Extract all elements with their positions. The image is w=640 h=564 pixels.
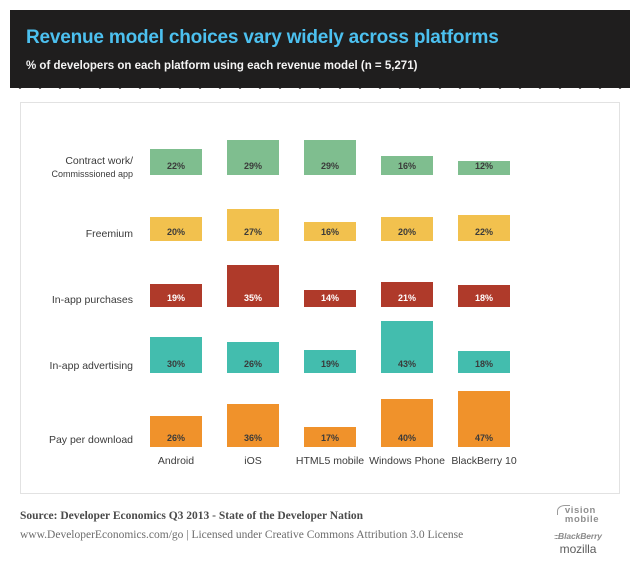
- bar-value-label: 12%: [474, 161, 493, 171]
- bar-value-label: 14%: [320, 293, 339, 303]
- column-label-android: Android: [157, 455, 195, 467]
- row-label-line2: Commisssioned app: [51, 169, 133, 179]
- page-subtitle: % of developers on each platform using e…: [26, 60, 418, 72]
- mozilla-logo: mozilla: [559, 542, 597, 556]
- bar-blackberry-10-in-app-advertising: 18%: [458, 351, 510, 373]
- row-label-line1: In-app purchases: [51, 293, 133, 306]
- row-label-5: Pay per download: [25, 434, 133, 447]
- bar-android-freemium: 20%: [150, 217, 202, 241]
- row-label-line1: In-app advertising: [49, 359, 133, 372]
- swoosh-icon: [556, 505, 570, 515]
- bar-value-label: 16%: [320, 227, 339, 237]
- visionmobile-logo-line1: vision: [564, 505, 596, 516]
- row-label-line1: Pay per download: [48, 433, 133, 446]
- bar-value-label: 36%: [243, 433, 262, 443]
- bar-ios-pay-per-download: 36%: [227, 404, 279, 447]
- footer: Source: Developer Economics Q3 2013 - St…: [20, 505, 620, 556]
- bar-android-pay-per-download: 26%: [150, 416, 202, 447]
- row-label-line1: Freemium: [85, 227, 133, 240]
- blackberry-logo-text: BlackBerry: [558, 531, 602, 541]
- bar-value-label: 26%: [243, 359, 262, 369]
- bar-blackberry-10-in-app-purchases: 18%: [458, 285, 510, 307]
- row-label-4: In-app advertising: [25, 360, 133, 373]
- row-label-1: Contract work/Commisssioned app: [25, 155, 133, 181]
- visionmobile-logo: vision mobile: [556, 505, 600, 525]
- bar-value-label: 21%: [397, 293, 416, 303]
- bar-ios-in-app-purchases: 35%: [227, 265, 279, 307]
- bar-value-label: 30%: [166, 359, 185, 369]
- column-label-ios: iOS: [244, 455, 262, 467]
- visionmobile-logo-line2: mobile: [564, 514, 600, 525]
- bar-value-label: 47%: [474, 433, 493, 443]
- blackberry-logo: :::BlackBerry: [536, 531, 620, 541]
- page-title: Revenue model choices vary widely across…: [26, 27, 499, 48]
- bar-windows-phone-pay-per-download: 40%: [381, 399, 433, 447]
- bar-value-label: 29%: [243, 161, 262, 171]
- bar-windows-phone-in-app-advertising: 43%: [381, 321, 433, 373]
- bar-android-contract-work-commisssioned-app: 22%: [150, 149, 202, 175]
- bar-blackberry-10-freemium: 22%: [458, 215, 510, 241]
- bar-html5-mobile-pay-per-download: 17%: [304, 427, 356, 447]
- bar-value-label: 20%: [166, 227, 185, 237]
- bar-value-label: 29%: [320, 161, 339, 171]
- bar-value-label: 22%: [166, 161, 185, 171]
- row-label-3: In-app purchases: [25, 294, 133, 307]
- bar-value-label: 26%: [166, 433, 185, 443]
- bar-value-label: 35%: [243, 293, 262, 303]
- logo-group: vision mobile :::BlackBerry mozilla: [536, 505, 620, 556]
- bar-windows-phone-contract-work-commisssioned-app: 16%: [381, 156, 433, 175]
- bar-value-label: 19%: [166, 293, 185, 303]
- blackberry-mark-icon: :::: [554, 534, 559, 541]
- bar-blackberry-10-contract-work-commisssioned-app: 12%: [458, 161, 510, 175]
- bar-android-in-app-advertising: 30%: [150, 337, 202, 373]
- bar-value-label: 16%: [397, 161, 416, 171]
- header-band: Revenue model choices vary widely across…: [10, 10, 630, 88]
- bar-windows-phone-freemium: 20%: [381, 217, 433, 241]
- footer-source-text: Source: Developer Economics Q3 2013 - St…: [20, 510, 364, 522]
- footer-license-text: www.DeveloperEconomics.com/go | Licensed…: [20, 529, 464, 541]
- bar-html5-mobile-freemium: 16%: [304, 222, 356, 241]
- bar-ios-contract-work-commisssioned-app: 29%: [227, 140, 279, 175]
- bar-value-label: 19%: [320, 359, 339, 369]
- bar-value-label: 27%: [243, 227, 262, 237]
- bar-value-label: 22%: [474, 227, 493, 237]
- bar-value-label: 43%: [397, 359, 416, 369]
- bar-html5-mobile-in-app-advertising: 19%: [304, 350, 356, 373]
- bar-html5-mobile-contract-work-commisssioned-app: 29%: [304, 140, 356, 175]
- row-label-2: Freemium: [25, 228, 133, 241]
- bar-html5-mobile-in-app-purchases: 14%: [304, 290, 356, 307]
- bar-value-label: 17%: [320, 433, 339, 443]
- bar-android-in-app-purchases: 19%: [150, 284, 202, 307]
- bar-windows-phone-in-app-purchases: 21%: [381, 282, 433, 307]
- bar-value-label: 20%: [397, 227, 416, 237]
- column-label-windows-phone: Windows Phone: [369, 455, 445, 467]
- row-label-line1: Contract work/: [65, 155, 133, 167]
- bar-value-label: 18%: [474, 359, 493, 369]
- bar-ios-freemium: 27%: [227, 209, 279, 241]
- bar-blackberry-10-pay-per-download: 47%: [458, 391, 510, 447]
- column-label-html5-mobile: HTML5 mobile: [295, 455, 365, 467]
- bar-value-label: 40%: [397, 433, 416, 443]
- bar-chart-grid: Contract work/Commisssioned app 22% 29% 29%…: [21, 103, 619, 493]
- chart-panel: Contract work/Commisssioned app 22% 29% 29%…: [20, 102, 620, 494]
- column-label-blackberry-10: BlackBerry 10: [451, 455, 517, 467]
- bar-ios-in-app-advertising: 26%: [227, 342, 279, 373]
- torn-edge-decoration: [10, 82, 630, 89]
- bar-value-label: 18%: [474, 293, 493, 303]
